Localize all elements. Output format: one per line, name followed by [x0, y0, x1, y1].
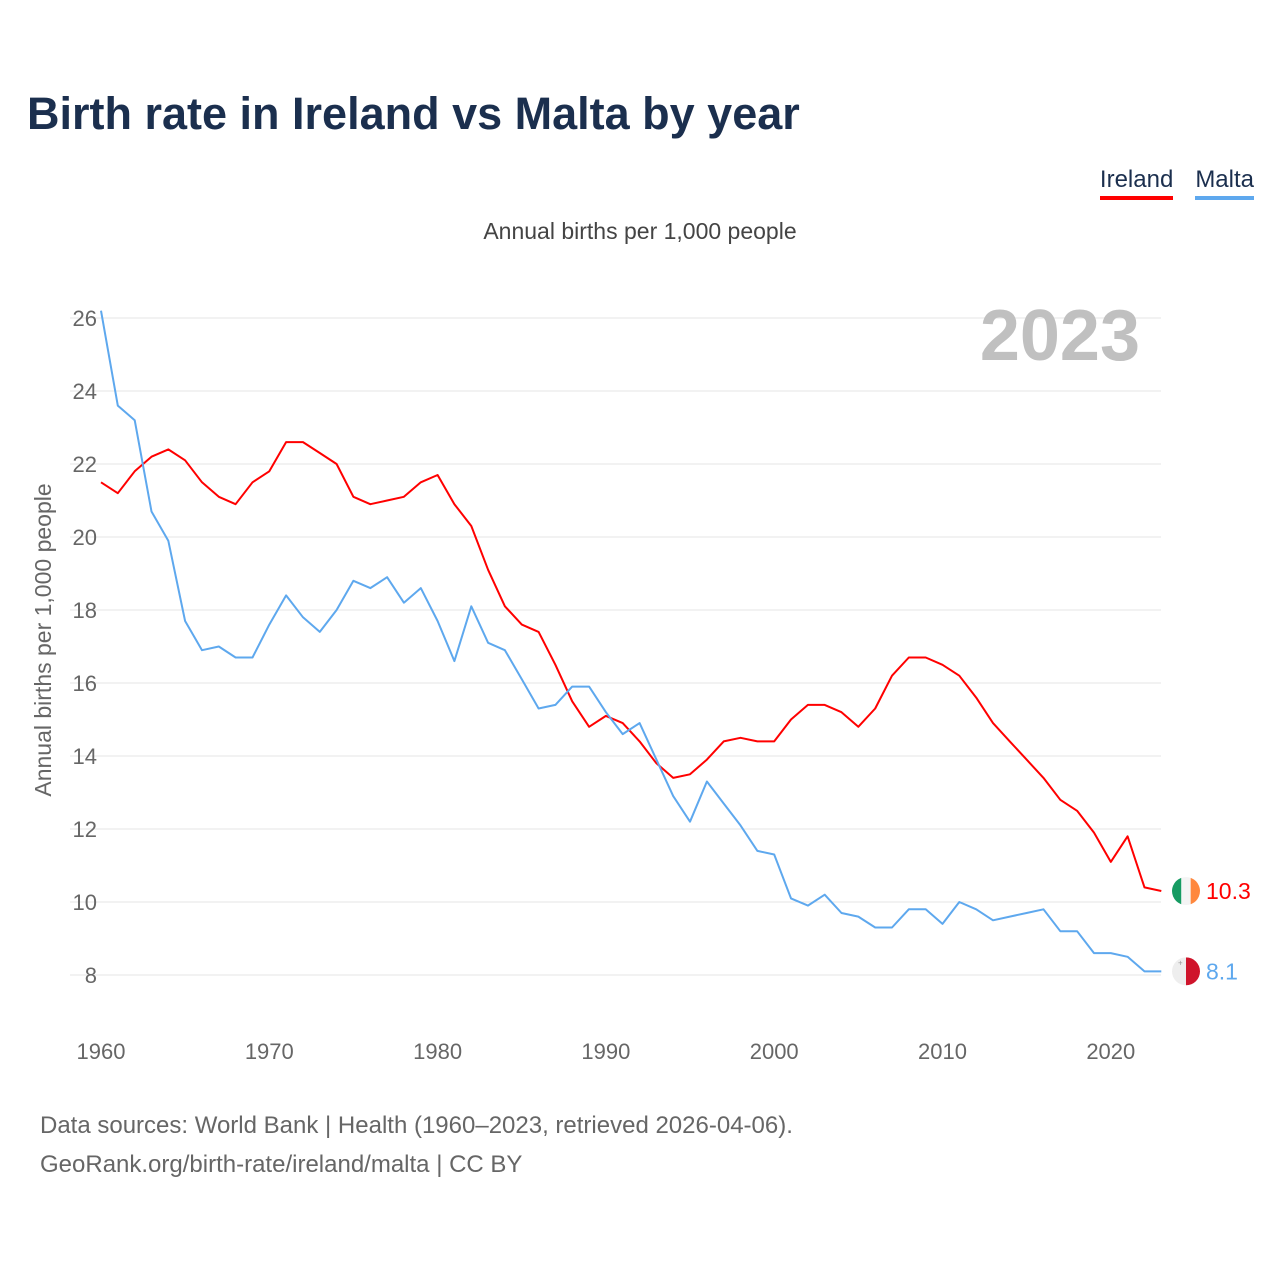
- y-tick-label: 12: [73, 817, 97, 842]
- y-tick-label: 16: [73, 671, 97, 696]
- y-axis-label: Annual births per 1,000 people: [30, 483, 56, 796]
- x-tick-label: 2000: [750, 1039, 799, 1064]
- x-tick-label: 1960: [77, 1039, 126, 1064]
- footer: Data sources: World Bank | Health (1960–…: [40, 1106, 793, 1184]
- legend-malta[interactable]: Malta: [1195, 166, 1254, 200]
- source-link[interactable]: GeoRank.org/birth-rate/ireland/malta | C…: [40, 1151, 523, 1178]
- y-tick-label: 8: [85, 963, 97, 988]
- data-source: Data sources: World Bank | Health (1960–…: [40, 1112, 793, 1139]
- x-tick-label: 2020: [1086, 1039, 1135, 1064]
- legend: Ireland Malta: [1099, 166, 1254, 200]
- end-value-label: 8.1: [1206, 958, 1238, 984]
- series-line-ireland: [100, 441, 1162, 892]
- svg-text:+: +: [1178, 958, 1183, 967]
- x-tick-label: 1970: [245, 1039, 294, 1064]
- x-tick-label: 2010: [918, 1039, 967, 1064]
- x-tick-label: 1990: [581, 1039, 630, 1064]
- y-tick-label: 26: [73, 306, 97, 331]
- y-tick-label: 10: [73, 890, 97, 915]
- legend-ireland[interactable]: Ireland: [1099, 166, 1174, 200]
- chart-title: Birth rate in Ireland vs Malta by year: [27, 88, 800, 139]
- y-tick-label: 20: [73, 525, 97, 550]
- series-line-malta: [100, 310, 1162, 973]
- y-tick-label: 24: [73, 379, 97, 404]
- ireland-flag-icon: [1172, 877, 1200, 906]
- end-value-label: 10.3: [1206, 878, 1251, 904]
- year-watermark: 2023: [980, 296, 1140, 376]
- y-tick-label: 18: [73, 598, 97, 623]
- y-tick-label: 22: [73, 452, 97, 477]
- x-tick-label: 1980: [413, 1039, 462, 1064]
- chart-subtitle: Annual births per 1,000 people: [483, 218, 797, 244]
- y-tick-label: 14: [73, 744, 97, 769]
- malta-flag-icon: +: [1172, 957, 1200, 986]
